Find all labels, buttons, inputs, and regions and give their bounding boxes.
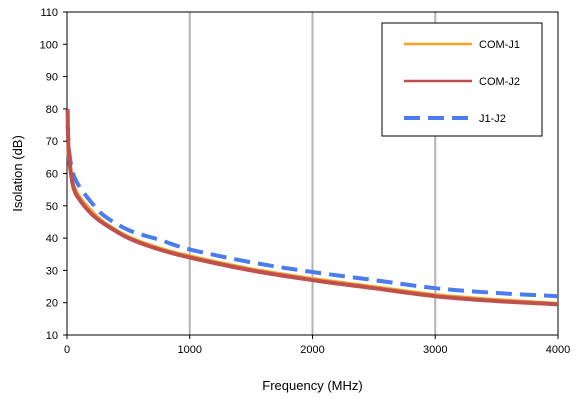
y-tick-label: 20 bbox=[46, 298, 58, 310]
x-tick-label: 1000 bbox=[178, 344, 202, 356]
y-tick-label: 30 bbox=[46, 265, 58, 277]
legend-label: J1-J2 bbox=[479, 113, 506, 125]
y-tick-label: 90 bbox=[46, 72, 58, 84]
y-tick-label: 100 bbox=[40, 39, 58, 51]
series-line-com-j2 bbox=[65, 108, 559, 307]
y-tick-label: 50 bbox=[46, 201, 58, 213]
x-axis-ticks: 0 1000 2000 3000 4000 bbox=[64, 335, 570, 356]
x-tick-label: 3000 bbox=[423, 344, 447, 356]
series-line-j1-j2 bbox=[65, 124, 559, 299]
series-layer bbox=[65, 108, 559, 307]
y-tick-label: 40 bbox=[46, 233, 58, 245]
y-axis-label: Isolation (dB) bbox=[10, 135, 25, 212]
x-tick-label: 2000 bbox=[300, 344, 324, 356]
legend: COM-J1 COM-J2 J1-J2 bbox=[381, 22, 543, 137]
x-axis-label: Frequency (MHz) bbox=[262, 378, 362, 393]
y-tick-label: 10 bbox=[46, 330, 58, 342]
legend-label: COM-J1 bbox=[479, 39, 520, 51]
y-tick-label: 80 bbox=[46, 104, 58, 116]
x-tick-label: 4000 bbox=[546, 344, 570, 356]
y-tick-label: 70 bbox=[46, 136, 58, 148]
y-axis-ticks: 10 20 30 40 50 60 70 80 90 100 110 bbox=[40, 7, 67, 342]
y-tick-label: 110 bbox=[40, 7, 58, 19]
y-tick-label: 60 bbox=[46, 169, 58, 181]
x-tick-label: 0 bbox=[64, 344, 70, 356]
legend-label: COM-J2 bbox=[479, 76, 520, 88]
